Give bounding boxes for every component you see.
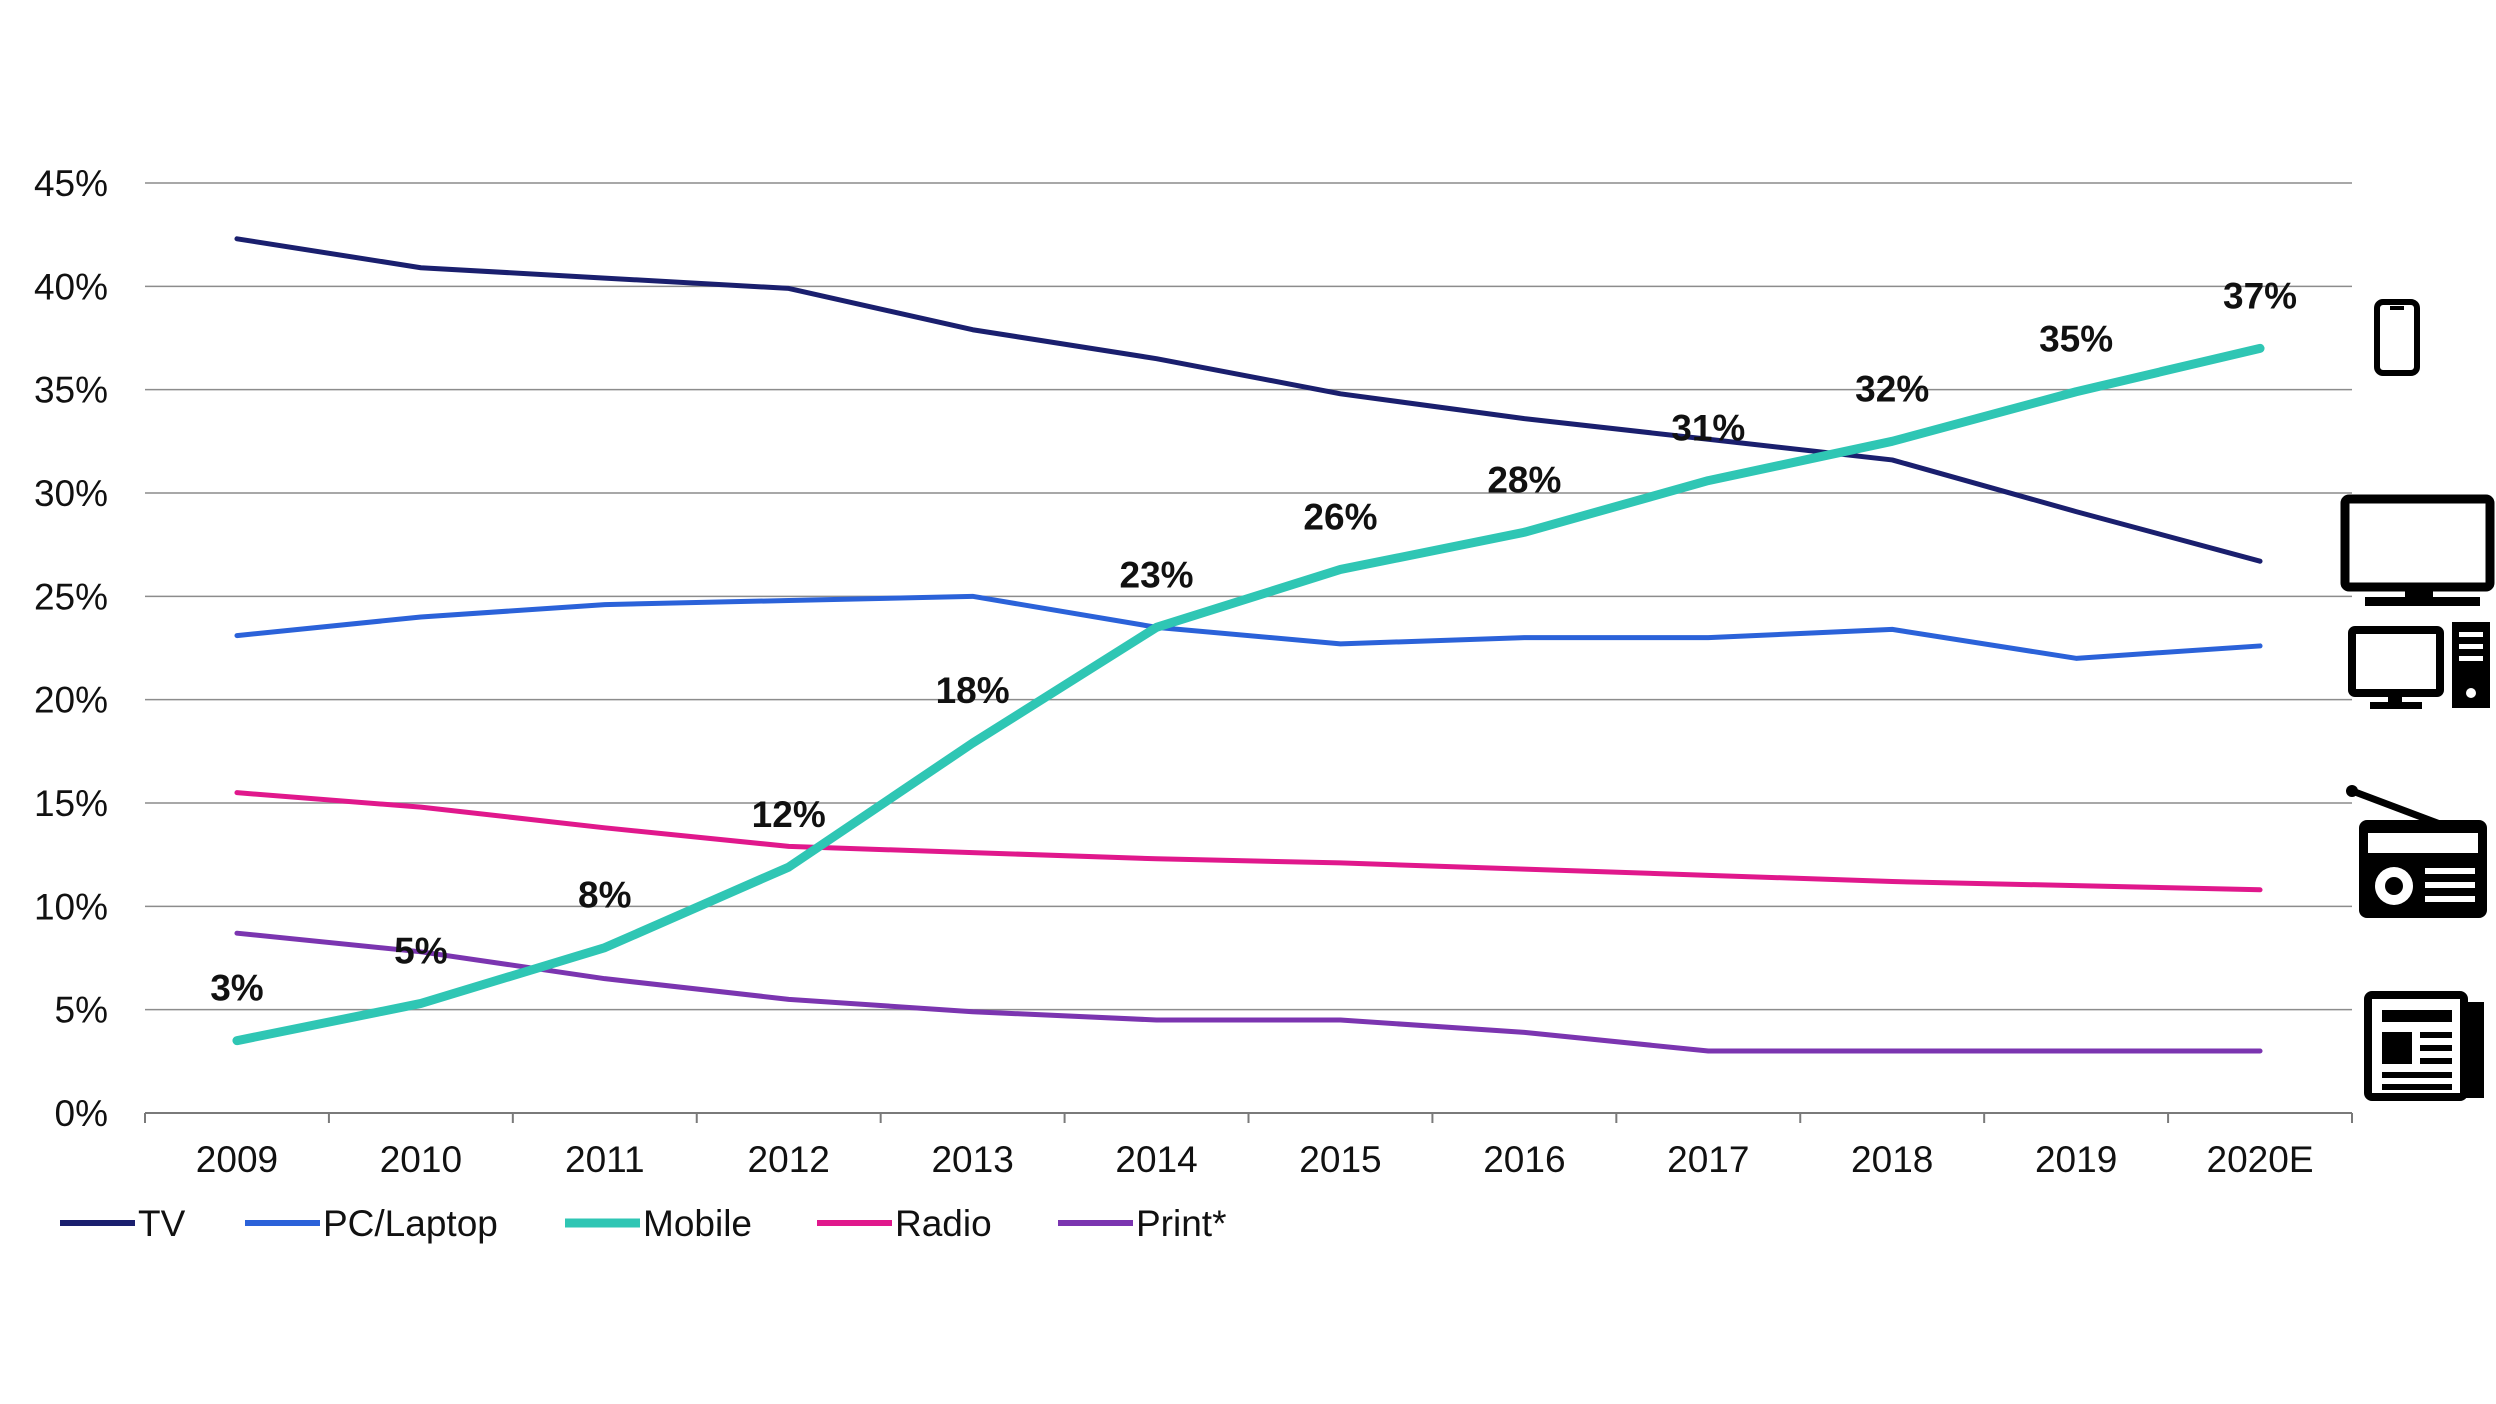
x-axis: 2009 2010 2011 2012 2013 2014 2015 2016 2017 2018…: [144, 1112, 2353, 1180]
x-tick-label: 2009: [196, 1139, 278, 1180]
y-tick-label: 30%: [34, 473, 108, 514]
x-tick-label: 2013: [931, 1139, 1013, 1180]
y-tick-label: 20%: [34, 680, 108, 721]
data-labels: 3% 5% 8% 12% 18% 23% 26% 28% 31% 32% 35% 37%: [210, 275, 2297, 1008]
tv-icon: [2340, 494, 2495, 606]
data-label: 5%: [394, 930, 447, 971]
data-label: 18%: [936, 670, 1010, 711]
x-tick-label: 2016: [1483, 1139, 1565, 1180]
legend-label: PC/Laptop: [323, 1203, 498, 1244]
x-tick-label: 2019: [2035, 1139, 2117, 1180]
x-tick-label: 2018: [1851, 1139, 1933, 1180]
x-tick-label: 2010: [380, 1139, 462, 1180]
data-label: 35%: [2039, 319, 2113, 360]
data-label: 8%: [578, 875, 631, 916]
legend-label: TV: [138, 1203, 186, 1244]
data-label: 26%: [1303, 496, 1377, 537]
series-lines: [232, 236, 2265, 1054]
series-line-radio: [234, 790, 2263, 893]
data-label: 23%: [1120, 554, 1194, 595]
y-tick-label: 35%: [34, 370, 108, 411]
data-label: 37%: [2223, 275, 2297, 316]
y-axis-ticks: 0% 5% 10% 15% 20% 25% 30% 35% 40% 45%: [34, 163, 108, 1134]
x-tick-label: 2012: [748, 1139, 830, 1180]
series-line-pclaptop: [234, 593, 2263, 661]
y-tick-label: 10%: [34, 886, 108, 927]
data-label: 3%: [210, 968, 263, 1009]
y-tick-label: 5%: [55, 990, 108, 1031]
legend-label: Mobile: [643, 1203, 752, 1244]
x-tick-label: 2014: [1115, 1139, 1197, 1180]
mobile-phone-icon: [2374, 299, 2420, 376]
legend-label: Print*: [1136, 1203, 1226, 1244]
desktop-pc-icon: [2348, 622, 2490, 709]
newspaper-icon: [2364, 991, 2484, 1101]
x-tick-label: 2015: [1299, 1139, 1381, 1180]
x-tick-label: 2017: [1667, 1139, 1749, 1180]
series-line-mobile: [232, 343, 2265, 1046]
x-tick-label: 2011: [565, 1139, 645, 1180]
legend: TV PC/Laptop Mobile Radio Print*: [60, 1203, 1226, 1244]
x-tick-label: 2020E: [2207, 1139, 2314, 1180]
series-line-print: [234, 930, 2263, 1054]
y-tick-label: 0%: [55, 1093, 108, 1134]
data-label: 31%: [1671, 408, 1745, 449]
y-tick-label: 45%: [34, 163, 108, 204]
y-tick-label: 15%: [34, 783, 108, 824]
series-line-tv: [234, 236, 2263, 564]
y-tick-label: 25%: [34, 576, 108, 617]
data-label: 32%: [1855, 368, 1929, 409]
legend-label: Radio: [895, 1203, 992, 1244]
y-tick-label: 40%: [34, 266, 108, 307]
data-label: 28%: [1487, 459, 1561, 500]
radio-icon: [2346, 785, 2487, 918]
data-label: 12%: [752, 794, 826, 835]
